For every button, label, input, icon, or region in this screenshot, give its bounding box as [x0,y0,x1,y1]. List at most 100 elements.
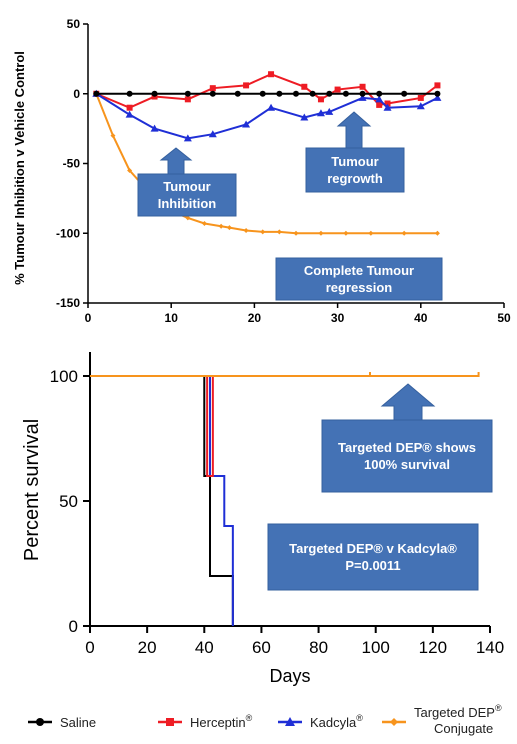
chart1-x-tick-label: 10 [165,311,179,325]
callout-tumour-regrowth-arrow [336,111,372,149]
chart1-data-point [126,90,133,97]
chart2-survival-series [90,375,234,626]
chart2-x-tick-label: 0 [85,638,94,657]
callout-tumour-inhibition-box [137,173,237,217]
chart1-data-point [384,100,391,107]
callout-p-value-line-2: P=0.0011 [345,558,400,573]
callout-p-value-box [267,523,479,591]
callout-p-value: Targeted DEP® v Kadcyla® P=0.0011 [267,523,479,591]
chart1-data-point [276,90,283,97]
chart1-data-point [359,90,366,97]
legend-label-sup: ® [356,713,363,723]
chart1-data-point [433,93,442,101]
chart2-y-tick-label: 0 [69,617,78,636]
chart1-data-point [201,220,207,226]
chart1-data-point [127,167,133,173]
chart1-data-point [293,90,299,97]
callout-100-survival-line-2: 100% survival [364,457,450,472]
chart2-x-tick-label: 140 [476,638,504,657]
chart1-y-tick-label: -50 [63,157,81,171]
chart1-series-square [93,71,441,111]
chart1-data-point [358,93,367,101]
chart1-data-point [226,225,232,231]
chart1-data-point [375,95,384,103]
chart1-data-point [325,107,334,115]
chart1-data-point [376,101,383,108]
legend-label: Kadcyla® [310,713,363,730]
callout-complete-regression: Complete Tumour regression [275,257,443,301]
chart1-data-point [185,215,191,221]
callout-tumour-inhibition: Tumour Inhibition [137,147,237,217]
legend-label-name: Kadcyla [310,715,357,730]
chart1-data-point [376,90,383,97]
chart1-data-point [317,96,324,103]
chart1-data-point [242,120,251,128]
chart1-data-point [368,230,374,236]
legend-label-sup: ® [246,713,253,723]
chart1-data-point [260,229,266,235]
callout-tumour-regrowth-line-2: regrowth [327,171,383,186]
callout-tumour-inhibition-arrow [159,147,193,177]
chart1-data-point [110,133,116,139]
chart1-data-point [383,103,392,111]
chart1-data-point [267,103,276,111]
chart1-data-point [343,230,349,236]
chart1-data-point [93,90,100,97]
chart2-y-axis-label: Percent survival [21,419,43,561]
chart1-data-point [184,90,191,97]
callout-100-survival-box [321,419,493,493]
chart2-x-tick-label: 120 [419,638,447,657]
callout-100-survival-line-1: Targeted DEP® shows [338,440,476,455]
chart1-data-point [150,124,159,132]
chart2-x-axis-label: Days [269,666,310,686]
tumour-inhibition-chart: 50 0 -50 -100 -150 0 10 20 30 40 50 % Tumour Inhi… [12,17,511,325]
legend-marker [285,717,295,726]
chart2-survival-line [90,375,234,626]
chart2-y-tick-label: 50 [59,492,78,511]
chart1-y-tick-label: 0 [73,87,80,101]
chart1-data-point [184,96,191,103]
callout-tumour-regrowth-box [305,147,405,193]
chart1-data-point [342,90,349,97]
chart1-data-point [151,90,158,97]
chart1-data-point [334,86,341,93]
chart2-y-tick-label: 100 [50,367,78,386]
legend-label-sup: ® [495,703,502,713]
chart1-data-point [126,104,133,111]
chart1-data-point [434,230,440,236]
chart1-data-point [434,90,441,97]
legend-label: Herceptin® [190,713,253,730]
chart1-x-tick-label: 50 [497,311,511,325]
chart1-data-point [259,90,266,97]
legend-label-name: Targeted DEP [414,705,495,720]
legend-label-name: Herceptin [190,715,246,730]
legend-item: Saline [28,715,96,730]
legend-marker [166,718,174,726]
callout-complete-regression-line-1: Complete Tumour [304,263,414,278]
chart1-y-tick-label: -100 [56,226,80,240]
chart1-data-point [316,109,325,117]
chart1-data-point [417,94,424,101]
callout-tumour-regrowth-line-1: Tumour [331,154,378,169]
callout-tumour-regrowth: Tumour regrowth [305,111,405,193]
chart1-data-point [208,130,217,138]
legend-label-line2: Conjugate [434,721,493,736]
callout-p-value-line-1: Targeted DEP® v Kadcyla® [289,541,457,556]
chart1-data-point [318,230,324,236]
chart1-data-point [359,83,366,90]
chart1-data-point [243,82,250,89]
legend-label-name: Saline [60,715,96,730]
callout-tumour-inhibition-line-2: Inhibition [158,196,217,211]
chart2-survival-series [90,375,234,626]
chart1-series-circle [93,90,441,97]
chart2-x-tick-label: 60 [252,638,271,657]
callout-complete-regression-line-2: regression [326,280,393,295]
chart1-data-point [125,110,134,118]
legend-item: Targeted DEP®Conjugate [382,703,502,736]
chart1-data-point [218,223,224,229]
legend-label: Saline [60,715,96,730]
chart2-x-tick-label: 40 [195,638,214,657]
chart1-data-point [434,82,441,89]
chart1-data-point [326,90,333,97]
